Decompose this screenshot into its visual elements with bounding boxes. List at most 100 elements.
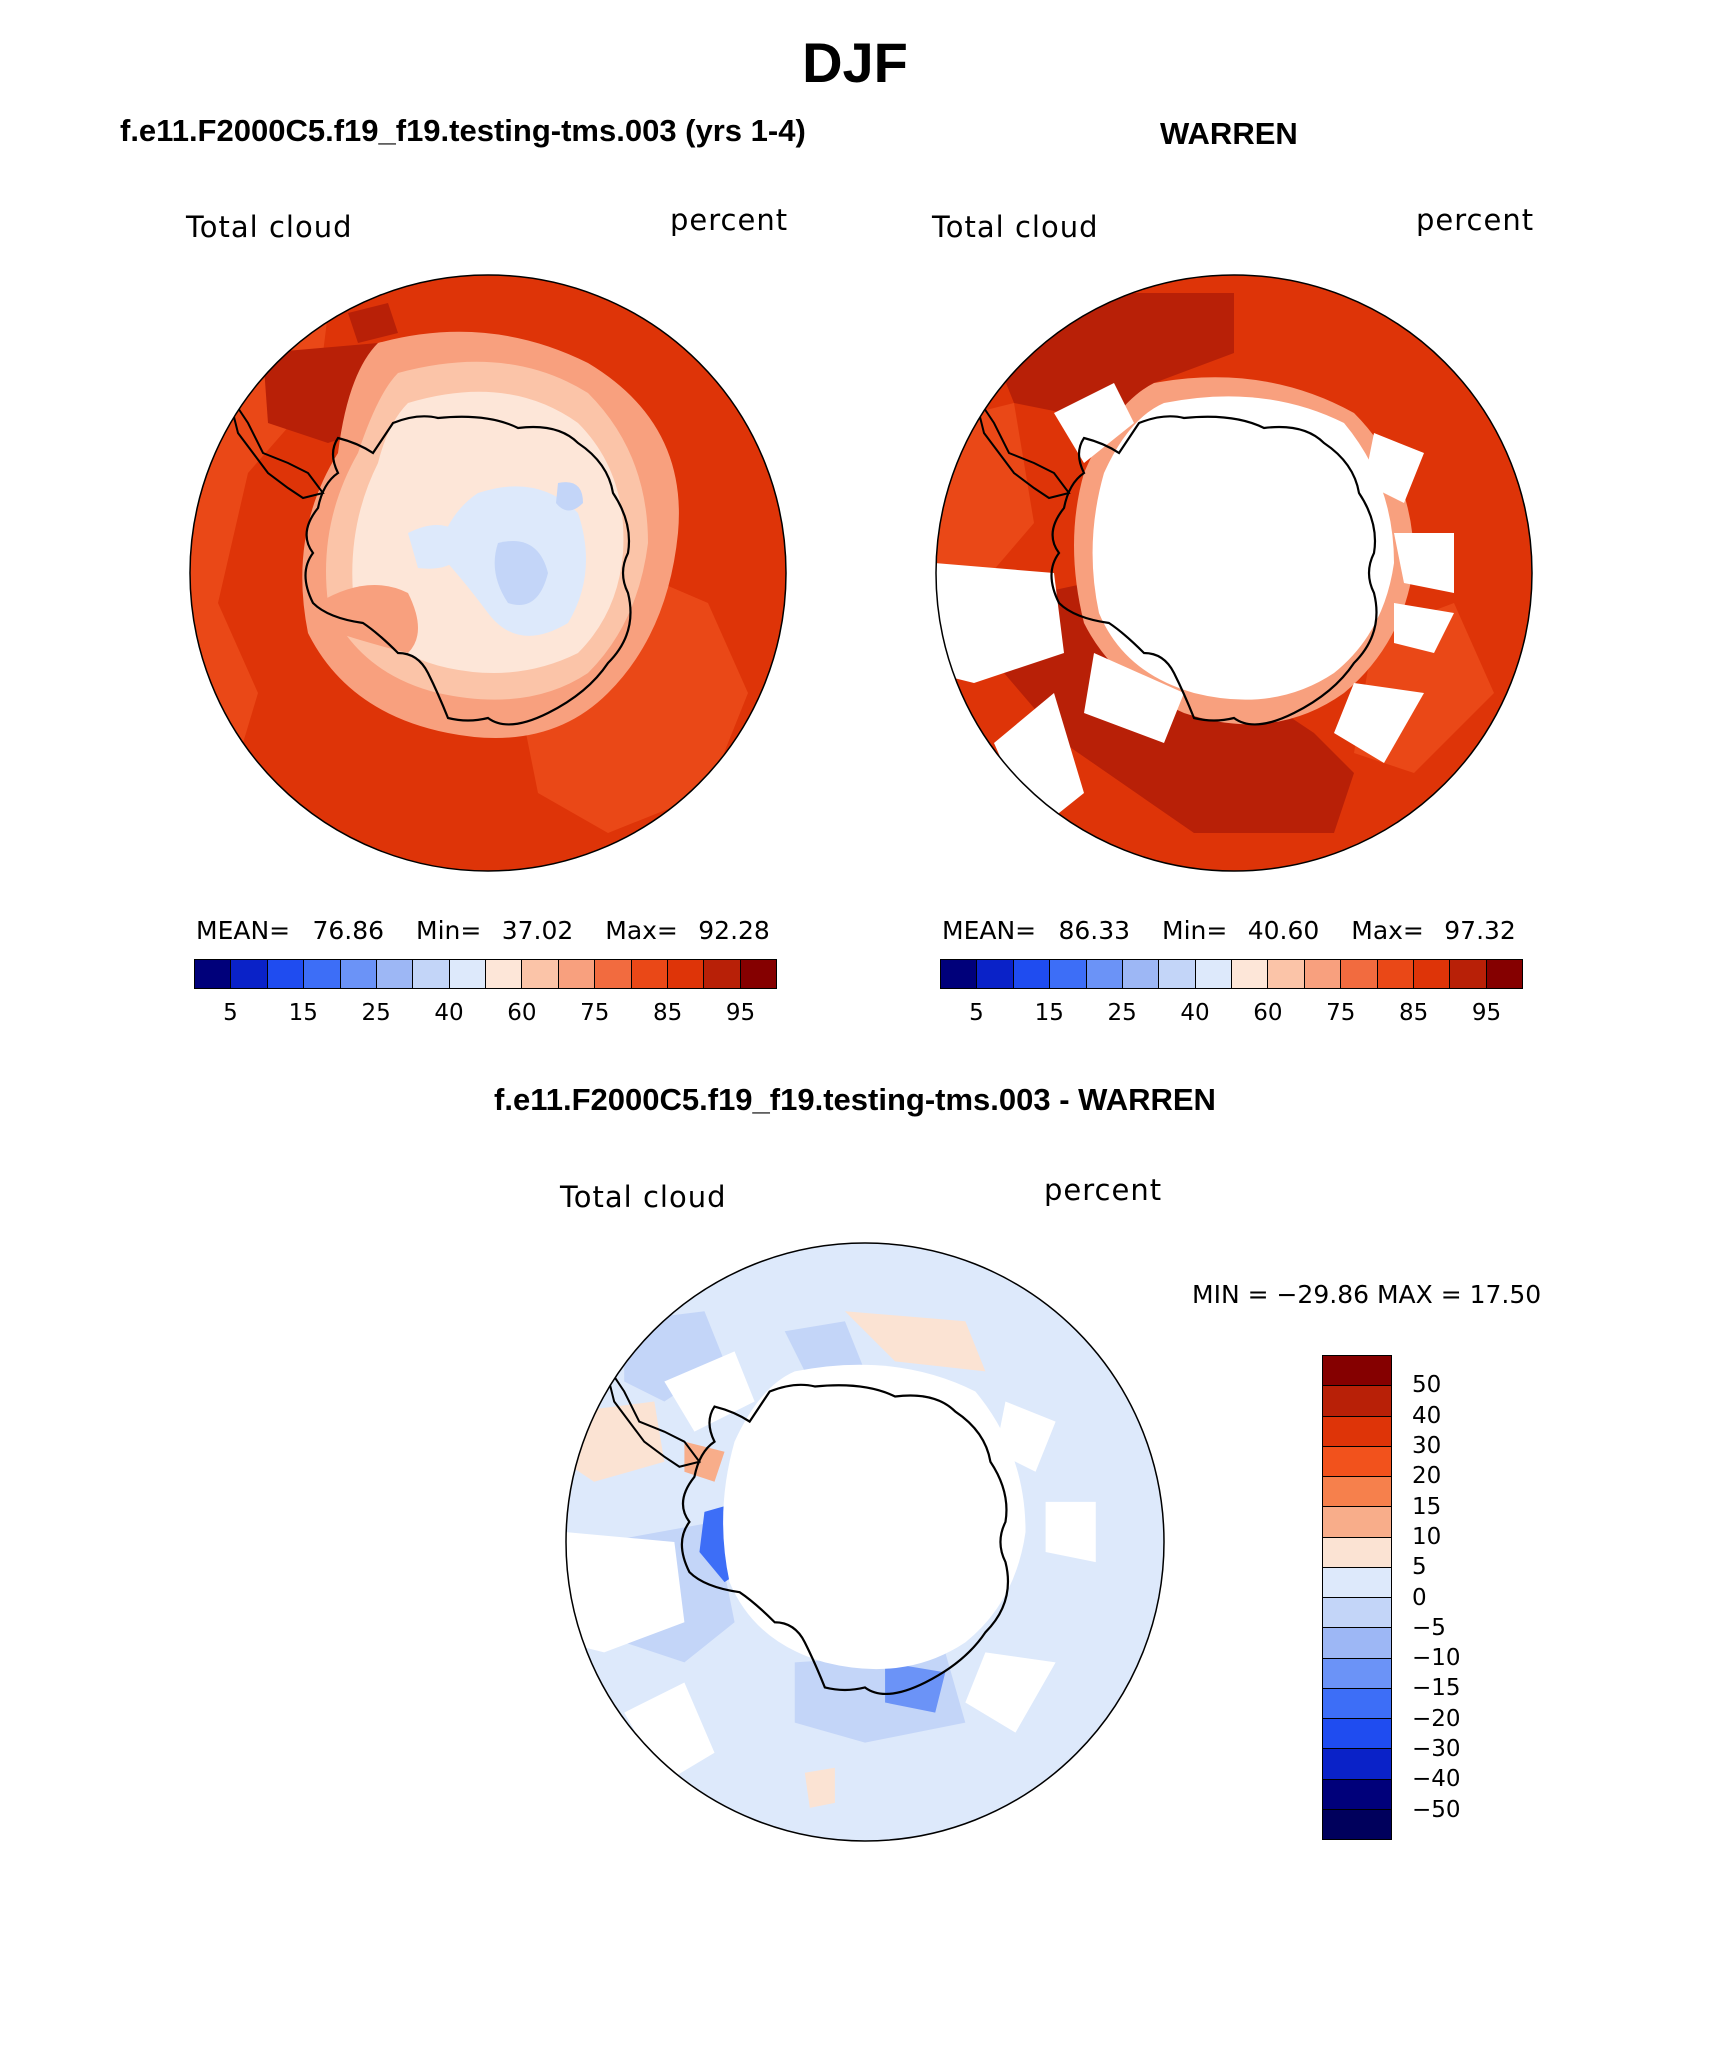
model-colorbar [194,959,777,989]
model-colorbar-ticks: 5 15 25 40 60 75 85 95 [194,1000,777,1030]
diff-colorbar-tick-label: 20 [1412,1463,1442,1490]
obs-missing-block [1334,683,1424,763]
model-region-darkred [348,303,398,343]
diff-panel-title: f.e11.F2000C5.f19_f19.testing-tms.003 - … [494,1082,1216,1117]
obs-colorbar-tick-label: 75 [1326,1000,1356,1026]
obs-colorbar-ticks: 5 15 25 40 60 75 85 95 [940,1000,1523,1030]
obs-colorbar-tick-label: 60 [1253,1000,1283,1026]
obs-colorbar [940,959,1523,989]
obs-colorbar-tick-label: 85 [1399,1000,1429,1026]
obs-colorbar-swatch [1122,960,1160,988]
model-colorbar-swatch [740,960,776,988]
diff-region-peach [844,1311,986,1372]
diff-colorbar-swatch [1323,1446,1391,1477]
model-colorbar-swatch [449,960,486,988]
diff-colorbar-swatch [1323,1416,1391,1447]
diff-region-peach [684,1441,725,1482]
diff-colorbar-swatch [1323,1688,1391,1719]
diff-region-peach [804,1767,835,1808]
diff-colorbar [1322,1355,1392,1840]
obs-colorbar-swatch [1232,960,1269,988]
obs-min-value: 40.60 [1247,916,1320,945]
diff-colorbar-swatch [1323,1658,1391,1689]
model-colorbar-swatch [195,960,232,988]
diff-colorbar-tick-label: −5 [1412,1614,1446,1641]
obs-coastline [1050,415,1378,726]
diff-colorbar-tick-label: −15 [1412,1675,1461,1702]
obs-mean-label: MEAN= [942,916,1037,945]
model-region-blue [556,482,583,511]
model-colorbar-swatch [704,960,741,988]
diff-minmax: MIN = −29.86 MAX = 17.50 [1192,1280,1542,1309]
model-max-label: Max= [605,916,678,945]
diff-land-mask [723,1364,1026,1670]
obs-colorbar-tick-label: 15 [1034,1000,1064,1026]
diff-colorbar-swatch [1323,1719,1391,1750]
obs-missing-block [1164,453,1254,573]
obs-colorbar-swatch [1304,960,1342,988]
obs-missing-block [1054,383,1134,463]
obs-colorbar-swatch [1486,960,1522,988]
obs-missing-block [936,563,1064,683]
diff-colorbar-swatch [1323,1356,1391,1387]
obs-missing-block [1394,533,1454,593]
model-colorbar-swatch [558,960,596,988]
model-colorbar-swatch [413,960,450,988]
obs-colorbar-tick-label: 5 [969,1000,984,1026]
obs-stats: MEAN= 86.33 Min= 40.60 Max= 97.32 [942,916,1516,945]
obs-missing-block [994,693,1084,833]
model-colorbar-tick-label: 75 [580,1000,610,1026]
diff-colorbar-swatch [1323,1537,1391,1568]
model-colorbar-tick-label: 40 [434,1000,464,1026]
obs-colorbar-swatch [1268,960,1305,988]
diff-variable-label: Total cloud [560,1180,727,1214]
diff-colorbar-swatch [1323,1598,1391,1629]
obs-colorbar-swatch [1195,960,1232,988]
diff-colorbar-tick-label: 5 [1412,1554,1427,1581]
obs-colorbar-swatch [1050,960,1087,988]
model-mean-label: MEAN= [196,916,291,945]
diff-colorbar-tick-label: 10 [1412,1523,1442,1550]
obs-mean-value: 86.33 [1058,916,1131,945]
diff-colorbar-swatch [1323,1477,1391,1508]
diff-colorbar-swatch [1323,1386,1391,1417]
model-region-lightblue [408,525,468,569]
obs-colorbar-swatch [1086,960,1123,988]
obs-map-border [935,274,1533,872]
model-colorbar-swatch [595,960,632,988]
diff-units-label: percent [1044,1173,1163,1207]
model-units-label: percent [670,203,789,237]
obs-missing-block [1084,653,1184,743]
diff-colorbar-swatch [1323,1507,1391,1538]
obs-units-label: percent [1416,203,1535,237]
model-panel-title: f.e11.F2000C5.f19_f19.testing-tms.003 (y… [120,113,806,148]
obs-colorbar-swatch [1377,960,1414,988]
model-colorbar-tick-label: 95 [725,1000,756,1026]
model-region-peach [318,585,418,653]
model-max-value: 92.28 [698,916,770,945]
obs-max-label: Max= [1351,916,1424,945]
obs-colorbar-swatch [1413,960,1451,988]
obs-colorbar-swatch [1159,960,1196,988]
obs-variable-label: Total cloud [932,210,1099,244]
model-colorbar-tick-label: 85 [653,1000,683,1026]
model-colorbar-tick-label: 25 [361,1000,391,1026]
obs-colorbar-swatch [1013,960,1051,988]
diff-colorbar-tick-label: 15 [1412,1493,1442,1520]
obs-min-label: Min= [1162,916,1228,945]
diff-colorbar-swatch [1323,1567,1391,1598]
model-colorbar-swatch [340,960,377,988]
diff-colorbar-tick-label: −20 [1412,1705,1461,1732]
model-colorbar-tick-label: 15 [288,1000,318,1026]
obs-peninsula-coastline [973,392,1071,500]
diff-colorbar-tick-label: −10 [1412,1645,1461,1672]
obs-polar-map [935,274,1533,872]
diff-colorbar-tick-label: 50 [1412,1372,1442,1399]
diff-colorbar-tick-label: −50 [1412,1796,1461,1823]
diff-colorbar-ticks: 50 40 30 20 15 10 5 0 −5 −10 −15 −20 −30 −40 −50 [1412,1355,1492,1840]
obs-panel-title: WARREN [1160,116,1298,151]
diff-coastline [680,1383,1010,1696]
model-colorbar-swatch [486,960,523,988]
model-variable-label: Total cloud [186,210,353,244]
diff-colorbar-tick-label: −40 [1412,1766,1461,1793]
